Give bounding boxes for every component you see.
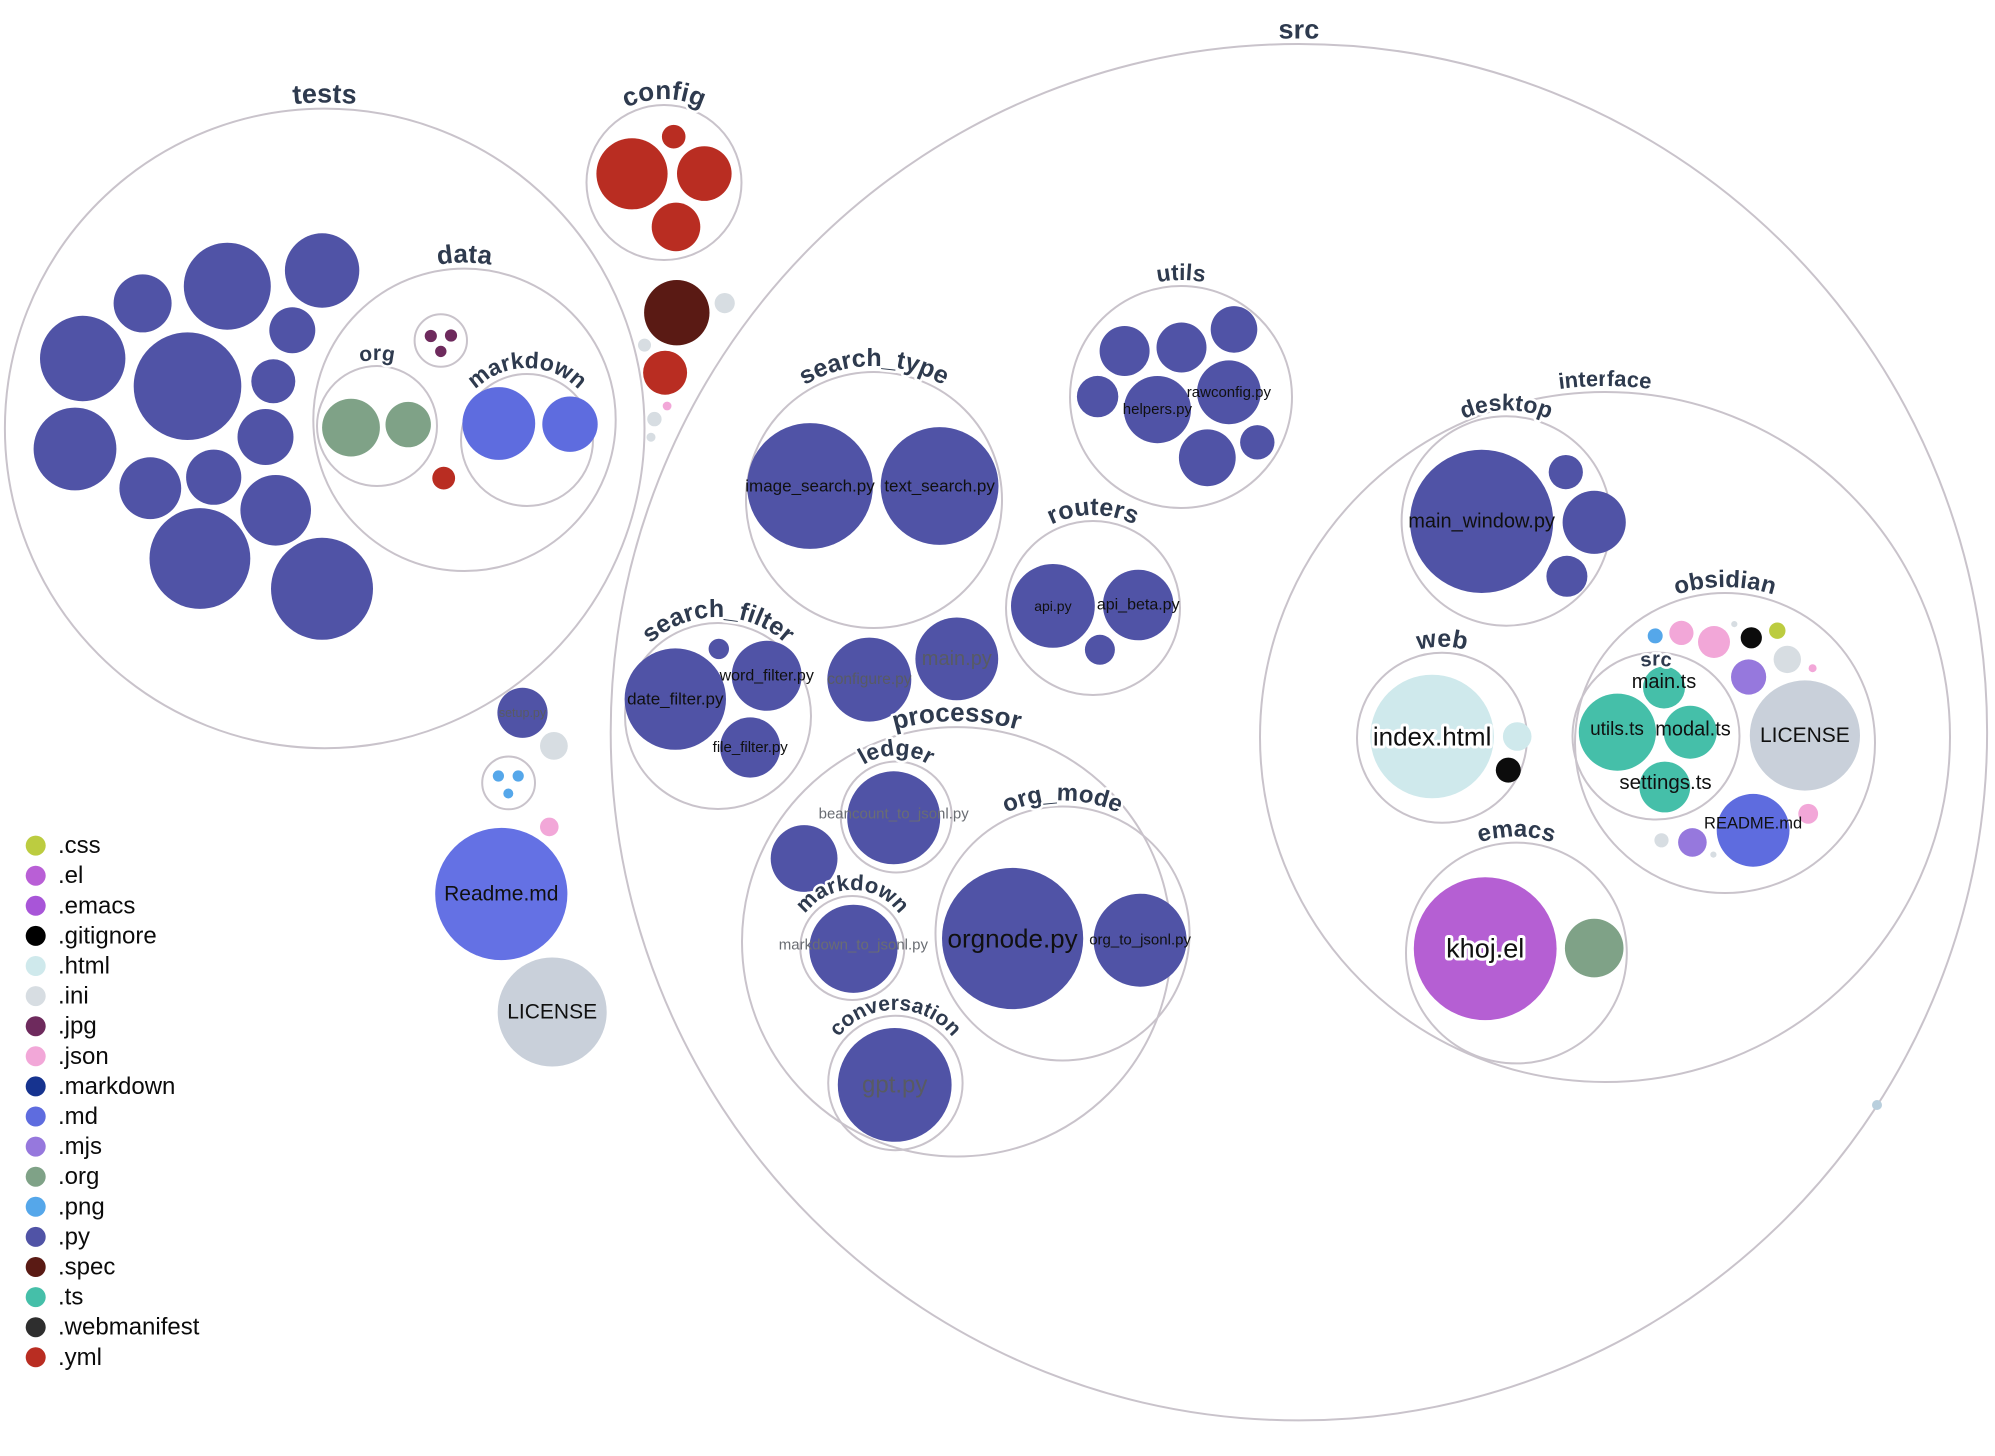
svg-text:orgnode.py: orgnode.py — [948, 924, 1078, 954]
svg-text:org_to_jsonl.py: org_to_jsonl.py — [1089, 932, 1191, 949]
svg-text:image_search.py: image_search.py — [745, 477, 875, 496]
svg-text:settings.ts: settings.ts — [1619, 771, 1711, 794]
svg-text:utils.ts: utils.ts — [1590, 719, 1644, 740]
svg-text:.mjs: .mjs — [58, 1133, 102, 1160]
svg-text:api_beta.py: api_beta.py — [1097, 597, 1180, 614]
svg-text:index.html: index.html — [1373, 722, 1492, 752]
svg-text:.webmanifest: .webmanifest — [58, 1314, 200, 1341]
svg-text:helpers.py: helpers.py — [1123, 401, 1193, 418]
svg-text:src: src — [1278, 14, 1319, 44]
svg-text:interface: interface — [1557, 366, 1653, 394]
svg-text:.gitignore: .gitignore — [58, 922, 157, 949]
svg-text:.jpg: .jpg — [58, 1013, 97, 1040]
svg-text:date_filter.py: date_filter.py — [627, 690, 724, 709]
svg-text:.yml: .yml — [58, 1344, 102, 1371]
svg-text:.css: .css — [58, 832, 101, 859]
svg-text:org: org — [357, 342, 396, 367]
svg-text:setup.py: setup.py — [499, 706, 547, 720]
svg-text:main.py: main.py — [922, 648, 992, 670]
svg-text:configure.py: configure.py — [827, 671, 912, 688]
svg-text:api.py: api.py — [1034, 598, 1071, 614]
svg-text:beancount_to_jsonl.py: beancount_to_jsonl.py — [819, 806, 970, 823]
svg-text:.md: .md — [58, 1103, 98, 1130]
svg-text:main_window.py: main_window.py — [1408, 510, 1555, 532]
svg-text:utils: utils — [1155, 259, 1208, 287]
svg-text:.spec: .spec — [58, 1254, 115, 1281]
svg-text:main.ts: main.ts — [1632, 671, 1696, 693]
svg-text:modal.ts: modal.ts — [1655, 719, 1731, 741]
svg-text:gpt.py: gpt.py — [862, 1071, 927, 1098]
svg-text:.el: .el — [58, 862, 83, 889]
svg-text:khoj.el: khoj.el — [1446, 934, 1524, 964]
svg-text:data: data — [435, 238, 495, 270]
svg-text:.markdown: .markdown — [58, 1073, 175, 1100]
svg-text:Readme.md: Readme.md — [444, 883, 558, 906]
svg-text:file_filter.py: file_filter.py — [713, 739, 789, 756]
svg-text:text_search.py: text_search.py — [884, 477, 995, 496]
svg-text:markdown_to_jsonl.py: markdown_to_jsonl.py — [779, 937, 929, 954]
svg-text:LICENSE: LICENSE — [507, 1001, 597, 1024]
svg-text:.py: .py — [58, 1223, 90, 1250]
svg-text:.ini: .ini — [58, 983, 89, 1010]
svg-text:rawconfig.py: rawconfig.py — [1187, 384, 1272, 401]
svg-text:.json: .json — [58, 1043, 109, 1070]
svg-text:src: src — [1639, 649, 1673, 672]
svg-text:.png: .png — [58, 1193, 105, 1220]
svg-text:LICENSE: LICENSE — [1760, 724, 1850, 747]
svg-text:web: web — [1413, 625, 1470, 656]
svg-text:.html: .html — [58, 953, 110, 980]
svg-text:.org: .org — [58, 1163, 99, 1190]
svg-text:.emacs: .emacs — [58, 892, 135, 919]
svg-text:.ts: .ts — [58, 1284, 83, 1311]
svg-text:README.md: README.md — [1704, 815, 1802, 833]
svg-text:word_filter.py: word_filter.py — [719, 667, 814, 684]
